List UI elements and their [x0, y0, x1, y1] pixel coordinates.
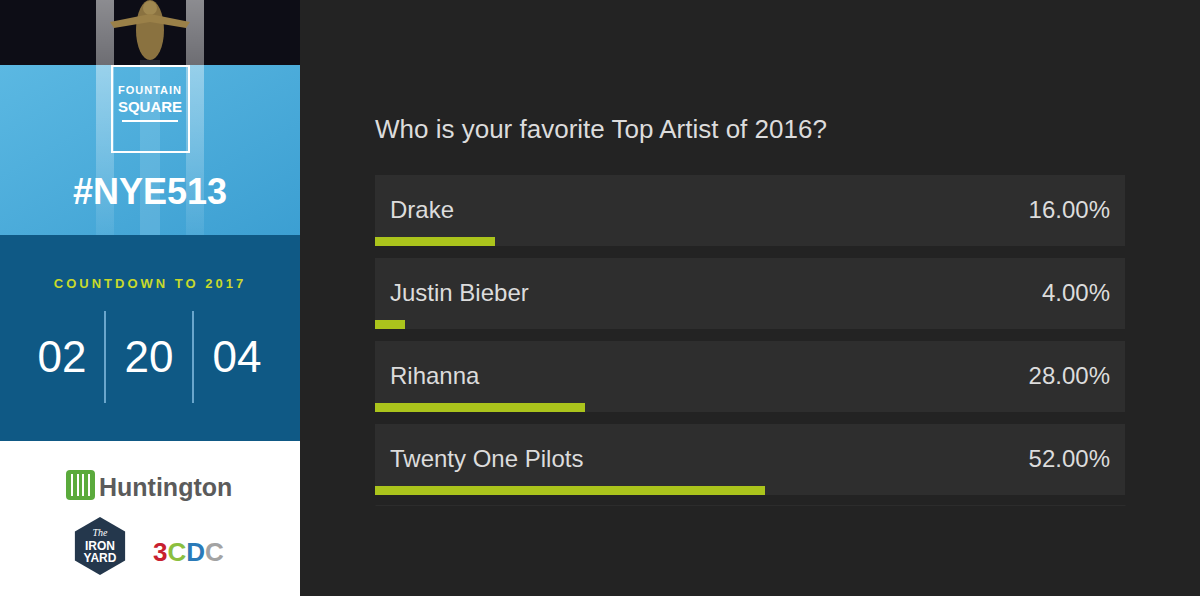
countdown-divider: [192, 311, 194, 403]
background: [0, 0, 1200, 596]
sponsor-iron-yard: YARD: [84, 551, 117, 565]
statue-head: [143, 1, 157, 15]
huntington-icon-line: [77, 474, 79, 496]
sponsor-3cdc-letter: 3: [153, 537, 167, 567]
row-track: [375, 258, 1125, 329]
sponsor-panel: [0, 441, 300, 596]
countdown-label: COUNTDOWN TO 2017: [54, 276, 246, 291]
countdown-value: 02: [38, 332, 87, 381]
category-label: Drake: [390, 196, 454, 223]
sponsor-huntington: Huntington: [99, 473, 232, 501]
row-tracks: [375, 175, 1125, 495]
category-label: Justin Bieber: [390, 279, 529, 306]
bar: [375, 486, 765, 495]
category-label: Twenty One Pilots: [390, 445, 583, 472]
countdown-panel: [0, 235, 300, 441]
sponsor-3cdc: 3CDC: [153, 537, 224, 567]
sidebar: FOUNTAIN SQUARE #NYE513 COUNTDOWN TO 2017 02…: [0, 0, 300, 596]
countdown-value: 04: [213, 332, 262, 381]
bar: [375, 403, 585, 412]
sponsor-3cdc-letter: D: [186, 537, 205, 567]
category-label: Rihanna: [390, 362, 480, 389]
labels: Drake Justin Bieber Rihanna Twenty One Pilo…: [390, 196, 1110, 472]
countdown-value: 20: [125, 332, 174, 381]
page: FOUNTAIN SQUARE #NYE513 COUNTDOWN TO 2017 02…: [0, 0, 1200, 596]
row-track: [375, 175, 1125, 246]
huntington-icon-line: [82, 474, 84, 496]
data-label: 16.00%: [1029, 196, 1110, 223]
iron-yard-badge: [75, 517, 125, 575]
bars: [375, 237, 765, 495]
huntington-icon: [66, 470, 95, 500]
huntington-icon-line: [88, 474, 90, 496]
countdown-divider: [104, 311, 106, 403]
x-axis-line: [376, 505, 1126, 506]
data-label: 4.00%: [1042, 279, 1110, 306]
sponsor-iron-yard: The: [93, 527, 109, 538]
row-track: [375, 341, 1125, 412]
logo-frame: [112, 66, 189, 152]
statue-arms: [110, 14, 190, 28]
hashtag: #NYE513: [73, 171, 227, 212]
data-label: 28.00%: [1029, 362, 1110, 389]
sponsor-3cdc-letter: C: [205, 537, 224, 567]
x-axis: [376, 505, 1126, 506]
logo-text: SQUARE: [118, 98, 182, 115]
sponsor-3cdc-letter: C: [167, 537, 186, 567]
huntington-icon-line: [71, 474, 73, 496]
chart-title: Who is your favorite Top Artist of 2016?: [375, 114, 827, 144]
data-label: 52.00%: [1029, 445, 1110, 472]
bar: [375, 320, 405, 329]
logo-text: FOUNTAIN: [118, 84, 182, 96]
photo-top: [0, 0, 300, 65]
bar: [375, 237, 495, 246]
statue: [136, 0, 164, 60]
row-track: [375, 424, 1125, 495]
logo-rule: [122, 120, 178, 122]
